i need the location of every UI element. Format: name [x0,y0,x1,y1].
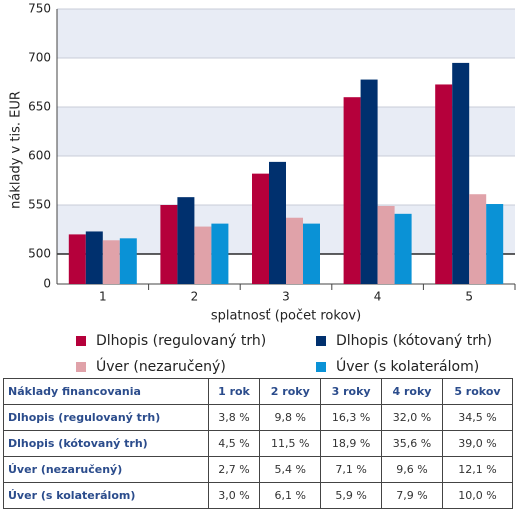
x-tick-label: 3 [282,290,290,304]
table-cell: 5,4 % [259,456,322,483]
grid-band [57,9,515,58]
table-cell: 10,0 % [441,482,514,509]
table-cell: 4,5 % [207,430,261,457]
x-tick-label: 4 [374,290,382,304]
y-tick-label: 550 [28,198,51,212]
table: Náklady financovania 1 rok 2 roky 3 roky 4 r… [3,378,514,509]
table-cell: 16,3 % [320,404,383,431]
table-row: Úver (nezaručený) 2,7 % 5,4 % 7,1 % 9,6 % 12,… [3,456,514,483]
table-cell: 3 roky [320,378,383,405]
legend-label: Dlhopis (regulovaný trh) [96,333,266,349]
legend-swatch [76,336,86,346]
bar [211,223,229,284]
table-cell: 5,9 % [320,482,383,509]
table-cell: 2 roky [259,378,322,405]
bar [452,62,470,285]
table-cell: 4 roky [381,378,443,405]
x-tick-label: 5 [465,290,473,304]
chart: náklady v tis. EUR splatnosť (počet roko… [9,2,516,375]
table-cell: Dlhopis (regulovaný trh) [3,404,209,431]
bar [486,204,504,284]
y-axis-label: náklady v tis. EUR [9,91,24,209]
legend-swatch [76,362,86,372]
table-cell: Úver (nezaručený) [3,456,209,483]
table-cell: 5 rokov [441,378,514,405]
y-tick-label: 750 [28,2,51,16]
table-cell: 7,9 % [381,482,443,509]
table-cell: 34,5 % [441,404,514,431]
x-tick-label: 1 [99,290,107,304]
table-row: Náklady financovania 1 rok 2 roky 3 roky 4 r… [3,378,514,405]
bar [119,238,137,284]
table-cell: 3,0 % [207,482,261,509]
bar [469,194,487,284]
bar [194,226,212,284]
bar [394,213,412,284]
y-tick-label: 0 [43,277,51,291]
table-cell: 9,6 % [381,456,443,483]
table-cell: 6,1 % [259,482,322,509]
table-cell: 32,0 % [381,404,443,431]
table-cell: 39,0 % [441,430,514,457]
bar [177,197,195,284]
table-row: Dlhopis (regulovaný trh) 3,8 % 9,8 % 16,3 %… [3,404,514,431]
table-cell: 18,9 % [320,430,383,457]
bar [160,205,178,284]
x-tick-label: 2 [191,290,199,304]
table-cell: 9,8 % [259,404,322,431]
table-cell: 3,8 % [207,404,261,431]
bar [343,97,361,284]
bar [303,223,320,284]
bar [85,231,103,284]
table-cell: Dlhopis (kótovaný trh) [3,430,209,457]
y-tick-label: 650 [28,100,51,114]
table-row: Úver (s kolaterálom) 3,0 % 6,1 % 5,9 % 7,9 %… [3,482,514,509]
x-axis-label: splatnosť (počet rokov) [211,309,361,324]
bar [360,79,378,284]
bar [102,240,120,284]
table-cell: 11,5 % [259,430,322,457]
table-row: Dlhopis (kótovaný trh) 4,5 % 11,5 % 18,9 % 3… [3,430,514,457]
table-cell: 1 rok [207,378,261,405]
y-tick-label: 600 [28,149,51,163]
legend-label: Úver (s kolaterálom) [336,357,479,375]
table-cell: 12,1 % [441,456,514,483]
legend-swatch [316,362,326,372]
table-cell: 35,6 % [381,430,443,457]
legend-swatch [316,336,326,346]
bar [68,234,86,284]
y-tick-label: 500 [28,247,51,261]
table-cell: Náklady financovania [3,378,209,405]
bar [269,161,286,284]
table-cell: 2,7 % [207,456,261,483]
y-tick-label: 700 [28,51,51,65]
table-cell: 7,1 % [320,456,383,483]
legend-label: Dlhopis (kótovaný trh) [336,333,492,349]
bar [435,84,453,285]
table-cell: Úver (s kolaterálom) [3,482,209,509]
bar [377,205,395,284]
bar [252,173,269,284]
legend-label: Úver (nezaručený) [96,357,226,375]
bar [286,217,303,284]
